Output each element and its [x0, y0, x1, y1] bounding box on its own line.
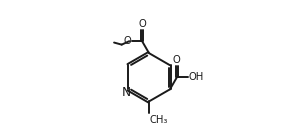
Text: O: O [138, 19, 146, 29]
Text: CH₃: CH₃ [149, 115, 168, 125]
Text: N: N [122, 86, 131, 99]
Text: O: O [124, 36, 131, 46]
Text: O: O [173, 55, 181, 65]
Text: OH: OH [189, 72, 204, 82]
